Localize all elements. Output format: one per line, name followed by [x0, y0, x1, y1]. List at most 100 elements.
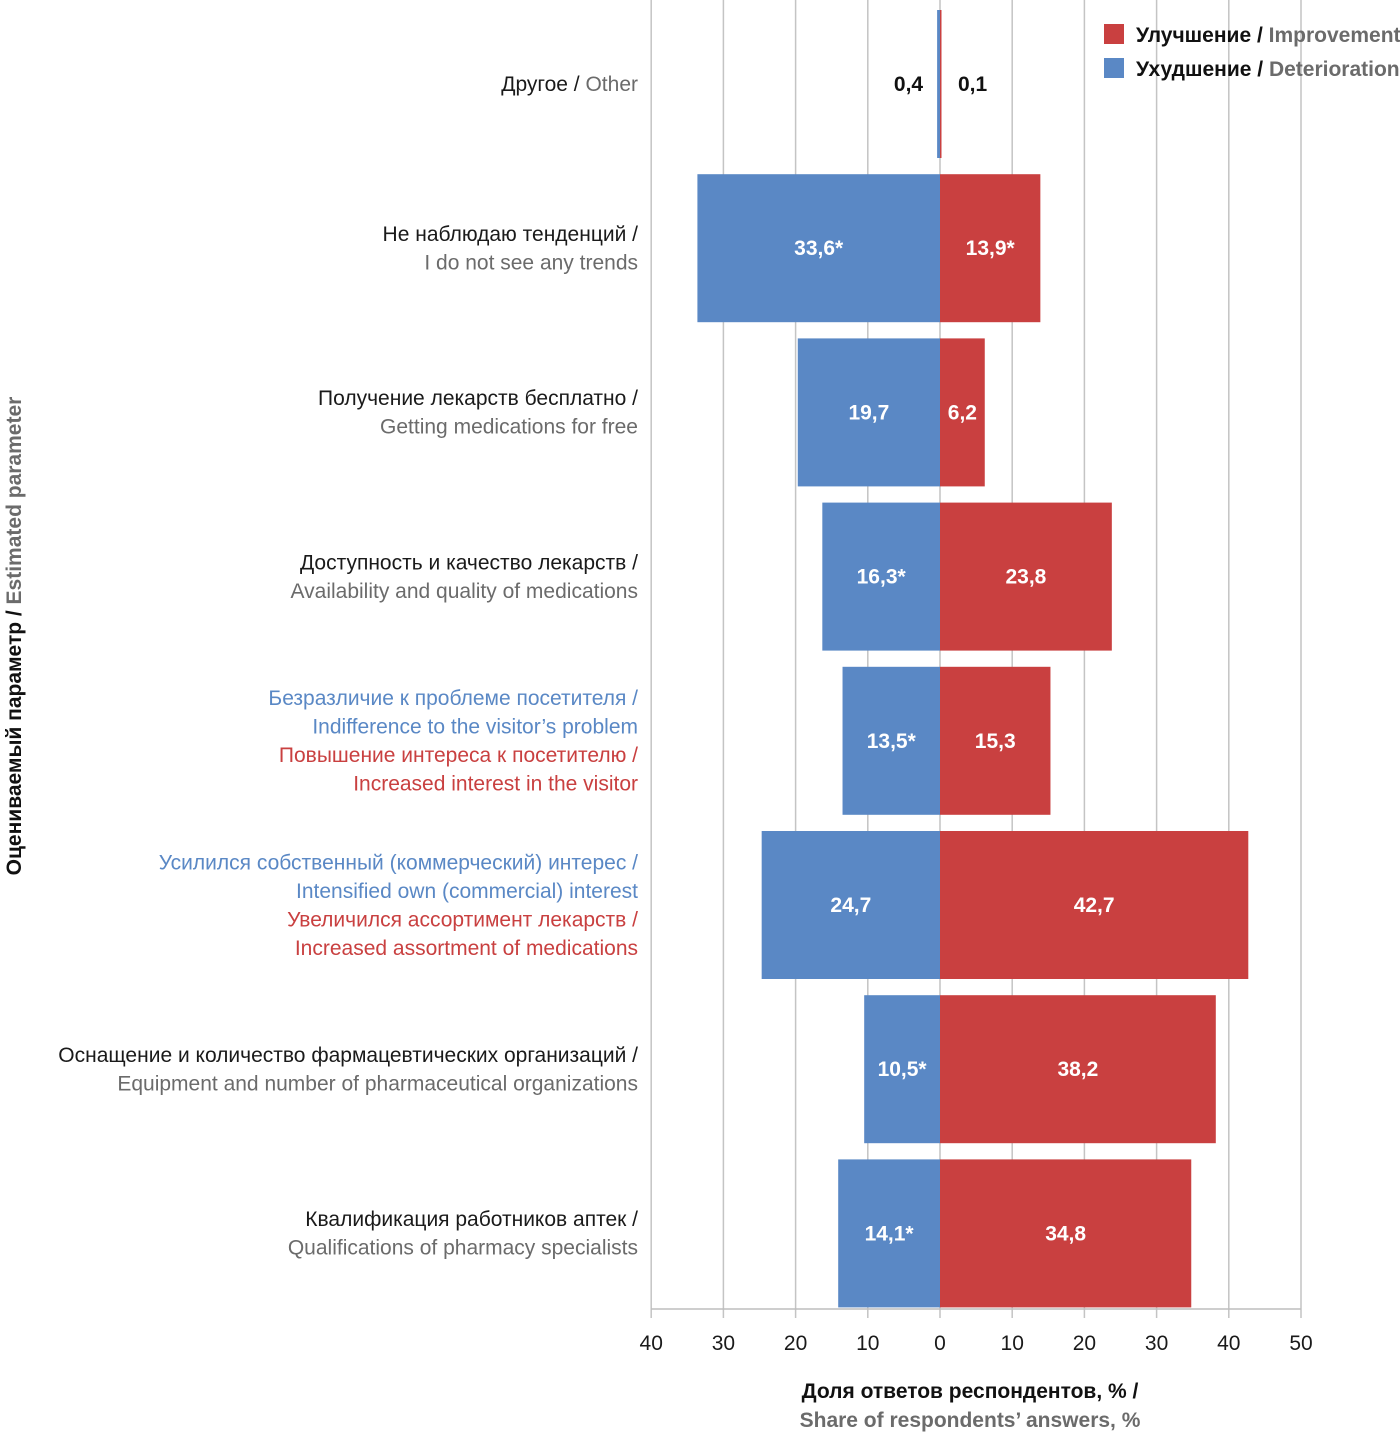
- category-label-ru: Другое /: [501, 73, 585, 96]
- x-tick-label: 40: [640, 1332, 663, 1355]
- category-label: I do not see any trends: [424, 251, 638, 274]
- x-axis-title-ru: Доля ответов респондентов, % /: [802, 1380, 1139, 1403]
- bar-deterioration: [761, 831, 940, 979]
- x-tick-label: 10: [1001, 1332, 1024, 1355]
- category-label: Другое / Other: [501, 73, 638, 96]
- value-label-improvement: 13,9*: [966, 237, 1016, 260]
- bar-improvement: [940, 831, 1249, 979]
- legend-label-en: Improvement: [1269, 24, 1400, 47]
- bar-deterioration: [822, 502, 940, 651]
- category-label-blue: Intensified own (commercial) interest: [296, 880, 638, 903]
- legend-swatch: [1104, 58, 1124, 78]
- bar-deterioration: [797, 338, 940, 487]
- value-label-deterioration: 13,5*: [867, 730, 917, 753]
- category-label: Доступность и качество лекарств /: [300, 551, 638, 574]
- value-label-deterioration: 33,6*: [794, 237, 844, 260]
- category-label: Увеличился ассортимент лекарств /: [287, 908, 638, 931]
- x-tick-label: 30: [1145, 1332, 1168, 1355]
- category-label-en: I do not see any trends: [424, 251, 638, 274]
- value-label-improvement: 23,8: [1005, 566, 1046, 589]
- bar-deterioration: [842, 666, 940, 815]
- legend-label-ru: Улучшение: [1136, 24, 1251, 47]
- bar-deterioration: [838, 1159, 940, 1308]
- y-axis-title-ru: Оцениваемый параметр /: [3, 604, 26, 875]
- category-label: Availability and quality of medications: [291, 580, 638, 603]
- value-label-deterioration: 16,3*: [857, 566, 907, 589]
- y-axis-title: Оцениваемый параметр / Estimated paramet…: [3, 397, 26, 876]
- bar-deterioration: [864, 995, 940, 1144]
- legend-label-ru: Ухудшение: [1136, 58, 1251, 81]
- legend-item: Улучшение / Improvement: [1136, 24, 1400, 47]
- category-label: Квалификация работников аптек /: [305, 1208, 638, 1231]
- x-tick-label: 40: [1217, 1332, 1240, 1355]
- y-axis-title-en: Estimated parameter: [3, 397, 26, 605]
- category-label-ru: Квалификация работников аптек /: [305, 1208, 638, 1231]
- value-label-improvement: 0,1: [958, 73, 988, 96]
- bar-improvement: [940, 10, 942, 158]
- category-label-en: Other: [585, 73, 638, 96]
- bars: [697, 10, 1249, 1308]
- category-label-red: Increased assortment of medications: [295, 937, 638, 960]
- category-label-red: Повышение интереса к посетителю /: [279, 744, 638, 767]
- x-tick-label: 10: [856, 1332, 879, 1355]
- category-label: Increased interest in the visitor: [353, 773, 638, 796]
- value-label-deterioration: 24,7: [830, 894, 871, 917]
- category-label-blue: Усилился собственный (коммерческий) инте…: [159, 851, 638, 874]
- x-tick-label: 20: [1073, 1332, 1096, 1355]
- category-label-blue: Indifference to the visitor’s problem: [312, 716, 638, 739]
- category-label: Equipment and number of pharmaceutical o…: [117, 1072, 638, 1095]
- category-label-blue: Безразличие к проблеме посетителя /: [268, 687, 638, 710]
- category-label-en: Qualifications of pharmacy specialists: [288, 1237, 638, 1260]
- value-label-improvement: 34,8: [1045, 1222, 1086, 1245]
- legend-label-ru: /: [1251, 24, 1269, 47]
- bar-improvement: [940, 174, 1041, 323]
- category-label-en: Getting medications for free: [380, 416, 638, 439]
- category-label: Усилился собственный (коммерческий) инте…: [159, 851, 638, 874]
- value-label-deterioration: 10,5*: [878, 1058, 928, 1081]
- data-labels: 0,4 0,1 33,6* 13,9* 19,7 6,2 16,3* 23,8 13,5* 15,…: [794, 73, 1114, 1245]
- category-label: Не наблюдаю тенденций /: [383, 223, 639, 246]
- legend-item: Ухудшение / Deterioration: [1136, 58, 1400, 81]
- bar-improvement: [940, 502, 1112, 651]
- category-label: Оснащение и количество фармацевтических …: [58, 1044, 638, 1067]
- value-label-improvement: 42,7: [1074, 894, 1115, 917]
- x-tick-label: 0: [934, 1332, 946, 1355]
- category-label-en: Equipment and number of pharmaceutical o…: [117, 1072, 638, 1095]
- legend-label-ru: /: [1251, 58, 1269, 81]
- value-label-deterioration: 14,1*: [865, 1222, 915, 1245]
- category-label: Повышение интереса к посетителю /: [279, 744, 638, 767]
- value-label-deterioration: 0,4: [894, 73, 924, 96]
- category-label: Qualifications of pharmacy specialists: [288, 1237, 638, 1260]
- category-labels: Другое / Other Не наблюдаю тенденций / I d…: [58, 73, 638, 1260]
- legend-swatch: [1104, 24, 1124, 44]
- category-label: Безразличие к проблеме посетителя /: [268, 687, 638, 710]
- category-label-ru: Оснащение и количество фармацевтических …: [58, 1044, 638, 1067]
- value-label-improvement: 6,2: [948, 401, 977, 424]
- bar-deterioration: [697, 174, 940, 323]
- legend[interactable]: Улучшение / Improvement Ухудшение / Deter…: [1104, 24, 1400, 81]
- bar-improvement: [940, 1159, 1192, 1308]
- category-label: Getting medications for free: [380, 416, 638, 439]
- value-label-deterioration: 19,7: [848, 401, 889, 424]
- x-axis-title-en: Share of respondents’ answers, %: [800, 1409, 1141, 1432]
- bar-improvement: [940, 995, 1216, 1144]
- legend-label-en: Deterioration: [1269, 58, 1400, 81]
- category-label-red: Increased interest in the visitor: [353, 773, 638, 796]
- value-label-improvement: 38,2: [1057, 1058, 1098, 1081]
- x-tick-label: 30: [712, 1332, 735, 1355]
- category-label-ru: Доступность и качество лекарств /: [300, 551, 638, 574]
- x-tick-label: 20: [784, 1332, 807, 1355]
- bar-improvement: [940, 666, 1051, 815]
- category-label: Indifference to the visitor’s problem: [312, 716, 638, 739]
- category-label-ru: Не наблюдаю тенденций /: [383, 223, 639, 246]
- category-label-ru: Получение лекарств бесплатно /: [318, 387, 638, 410]
- category-label-red: Увеличился ассортимент лекарств /: [287, 908, 638, 931]
- bar-improvement: [940, 338, 985, 487]
- category-label: Получение лекарств бесплатно /: [318, 387, 638, 410]
- x-axis: 40 30 20 10 0 10 20 30 40 50: [640, 1308, 1313, 1355]
- category-label: Intensified own (commercial) interest: [296, 880, 638, 903]
- x-tick-label: 50: [1289, 1332, 1312, 1355]
- bar-deterioration: [937, 10, 940, 158]
- value-label-improvement: 15,3: [975, 730, 1016, 753]
